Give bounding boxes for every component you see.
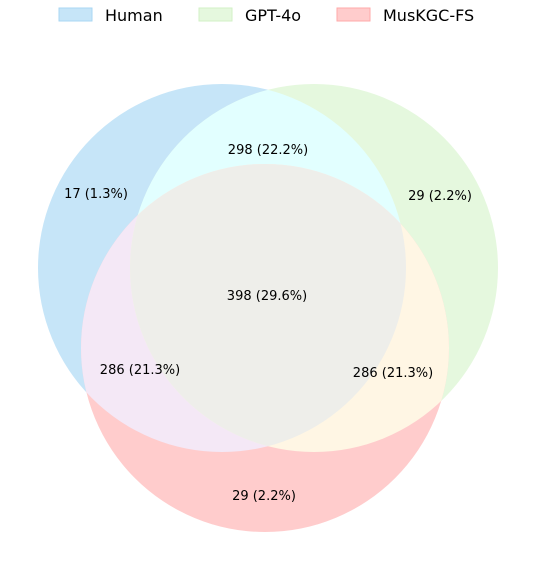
label-gpt4o-only: 29 (2.2%) xyxy=(408,189,472,204)
label-muskgc-only: 29 (2.2%) xyxy=(232,489,296,504)
legend-swatch-human xyxy=(59,8,92,21)
legend-item-muskgc: MusKGC-FS xyxy=(336,6,474,25)
legend-swatch-human-border xyxy=(58,7,93,22)
venn-circles xyxy=(38,84,498,532)
label-human-gpt4o: 298 (22.2%) xyxy=(228,143,308,158)
region-labels: 17 (1.3%) 298 (22.2%) 29 (2.2%) 398 (29.… xyxy=(64,143,472,504)
legend-item-gpt4o: GPT-4o xyxy=(198,6,301,25)
legend-swatch-muskgc xyxy=(337,8,370,21)
legend-label-human: Human xyxy=(105,6,163,25)
label-all-three: 398 (29.6%) xyxy=(227,289,307,304)
legend-swatch-muskgc-border xyxy=(336,7,371,22)
legend-item-human: Human xyxy=(58,6,163,25)
legend: Human GPT-4o MusKGC-FS xyxy=(58,6,474,25)
legend-label-gpt4o: GPT-4o xyxy=(245,6,301,25)
legend-swatch-gpt4o xyxy=(199,8,232,21)
legend-label-muskgc: MusKGC-FS xyxy=(383,6,474,25)
label-human-only: 17 (1.3%) xyxy=(64,187,128,202)
legend-swatch-gpt4o-border xyxy=(198,7,233,22)
label-human-muskgc: 286 (21.3%) xyxy=(100,363,180,378)
label-gpt4o-muskgc: 286 (21.3%) xyxy=(353,366,433,381)
